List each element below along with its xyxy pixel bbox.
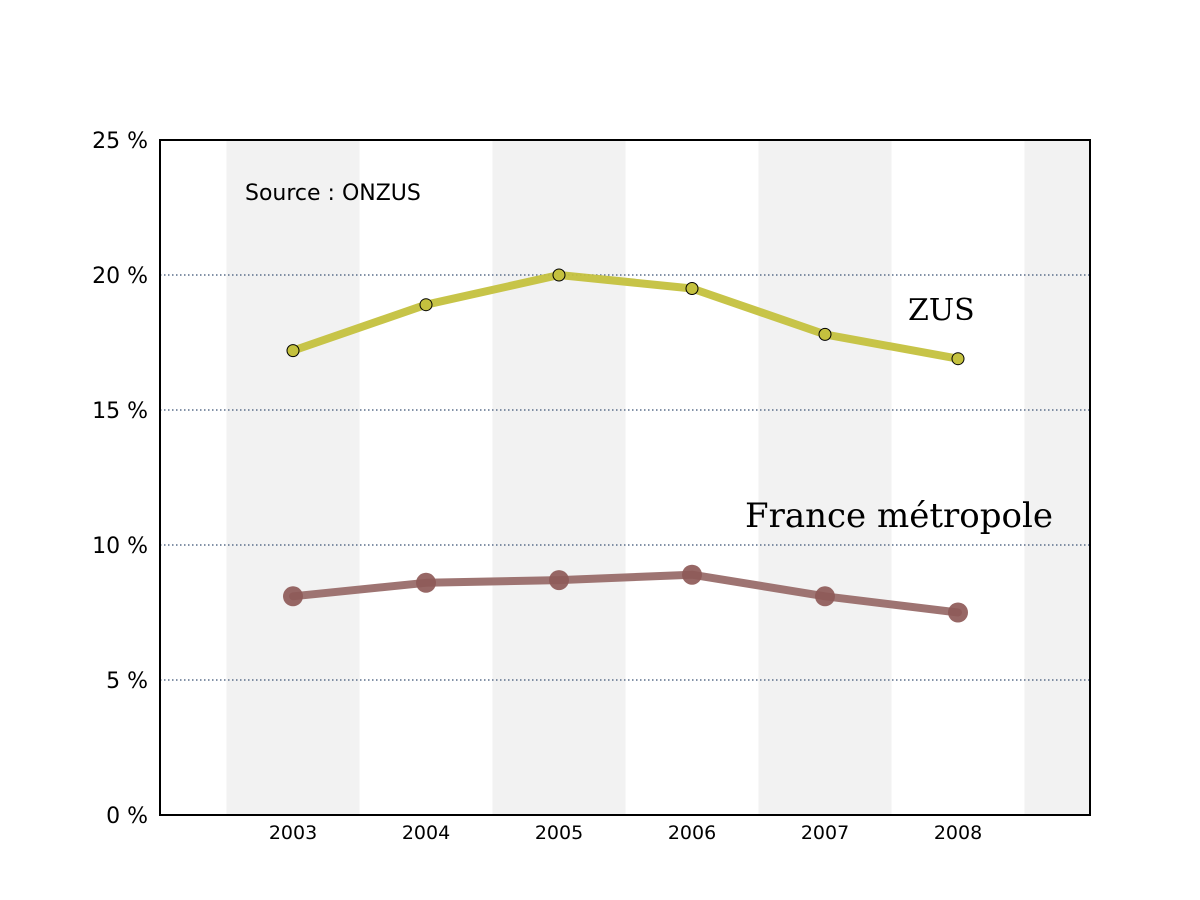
- x-tick-label: 2004: [402, 822, 450, 844]
- data-point-zus: [685, 282, 699, 295]
- x-tick-label: 2003: [269, 822, 317, 844]
- source-annotation: Source : ONZUS: [245, 181, 421, 206]
- data-point-france: [549, 570, 569, 591]
- data-point-zus: [419, 298, 433, 312]
- series-line-france: [289, 570, 962, 617]
- y-tick-label: 15 %: [92, 399, 148, 424]
- y-tick-label: 25 %: [92, 129, 148, 154]
- data-point-france: [283, 586, 303, 607]
- y-tick-label: 0 %: [106, 804, 148, 829]
- y-tick-label: 5 %: [106, 669, 148, 694]
- series-lines: [289, 271, 962, 617]
- y-tick-label: 10 %: [92, 534, 148, 559]
- data-point-france: [416, 572, 436, 593]
- x-axis-ticks: 2003 2004 2005 2006 2007 2008: [269, 822, 982, 844]
- x-tick-label: 2007: [801, 822, 849, 844]
- background-band: [1024, 140, 1090, 815]
- series-label-zus: ZUS: [908, 293, 975, 328]
- data-point-france: [682, 564, 702, 585]
- y-tick-label: 20 %: [92, 264, 148, 289]
- series-label-france: France métropole: [745, 496, 1053, 536]
- data-point-france: [948, 602, 968, 623]
- background-band: [226, 140, 360, 815]
- y-axis-ticks: 0 % 5 % 10 % 15 % 20 % 25 %: [92, 129, 148, 829]
- data-point-zus: [818, 327, 832, 341]
- background-band: [492, 140, 626, 815]
- x-tick-label: 2008: [934, 822, 982, 844]
- background-bands: [226, 140, 1090, 815]
- x-tick-label: 2005: [535, 822, 583, 844]
- data-point-zus: [286, 344, 300, 358]
- gridlines: [160, 274, 1090, 681]
- series-line-zus: [289, 271, 962, 363]
- data-point-zus: [552, 268, 566, 282]
- plot-frame: [159, 139, 1091, 816]
- background-band: [758, 140, 892, 815]
- data-point-france: [815, 586, 835, 607]
- x-tick-label: 2006: [668, 822, 716, 844]
- series-markers: [283, 268, 968, 623]
- data-point-zus: [951, 352, 965, 366]
